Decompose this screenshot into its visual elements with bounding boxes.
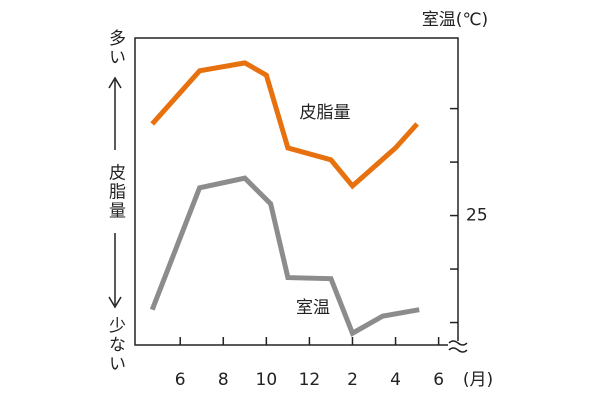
x-tick-label: 4 (390, 370, 401, 390)
y2-label: 室温(℃) (422, 10, 488, 30)
x-tick-label: 10 (256, 370, 278, 390)
y-label-bottom: 少ない (105, 316, 126, 373)
axis-break (448, 340, 468, 353)
break-gap (448, 341, 468, 350)
series-label: 室温 (296, 298, 330, 318)
x-tick-label: 12 (299, 370, 321, 390)
y-label: 皮脂量 (105, 163, 126, 220)
y-label-top: 多い (105, 29, 125, 67)
series-line (150, 60, 419, 190)
x-tick-label: 2 (347, 370, 358, 390)
series-label: 皮脂量 (300, 103, 351, 123)
x-tick-label: 6 (175, 370, 186, 390)
x-tick-label: 6 (433, 370, 444, 390)
break-mark (448, 340, 468, 353)
arrow-head (108, 296, 122, 309)
x-tick-label: 8 (218, 370, 229, 390)
plot-frame (134, 37, 459, 346)
x-label: (月) (463, 370, 493, 390)
y2-tick-label: 25 (466, 206, 488, 226)
series-line (149, 175, 420, 337)
arrow-head (108, 76, 122, 89)
